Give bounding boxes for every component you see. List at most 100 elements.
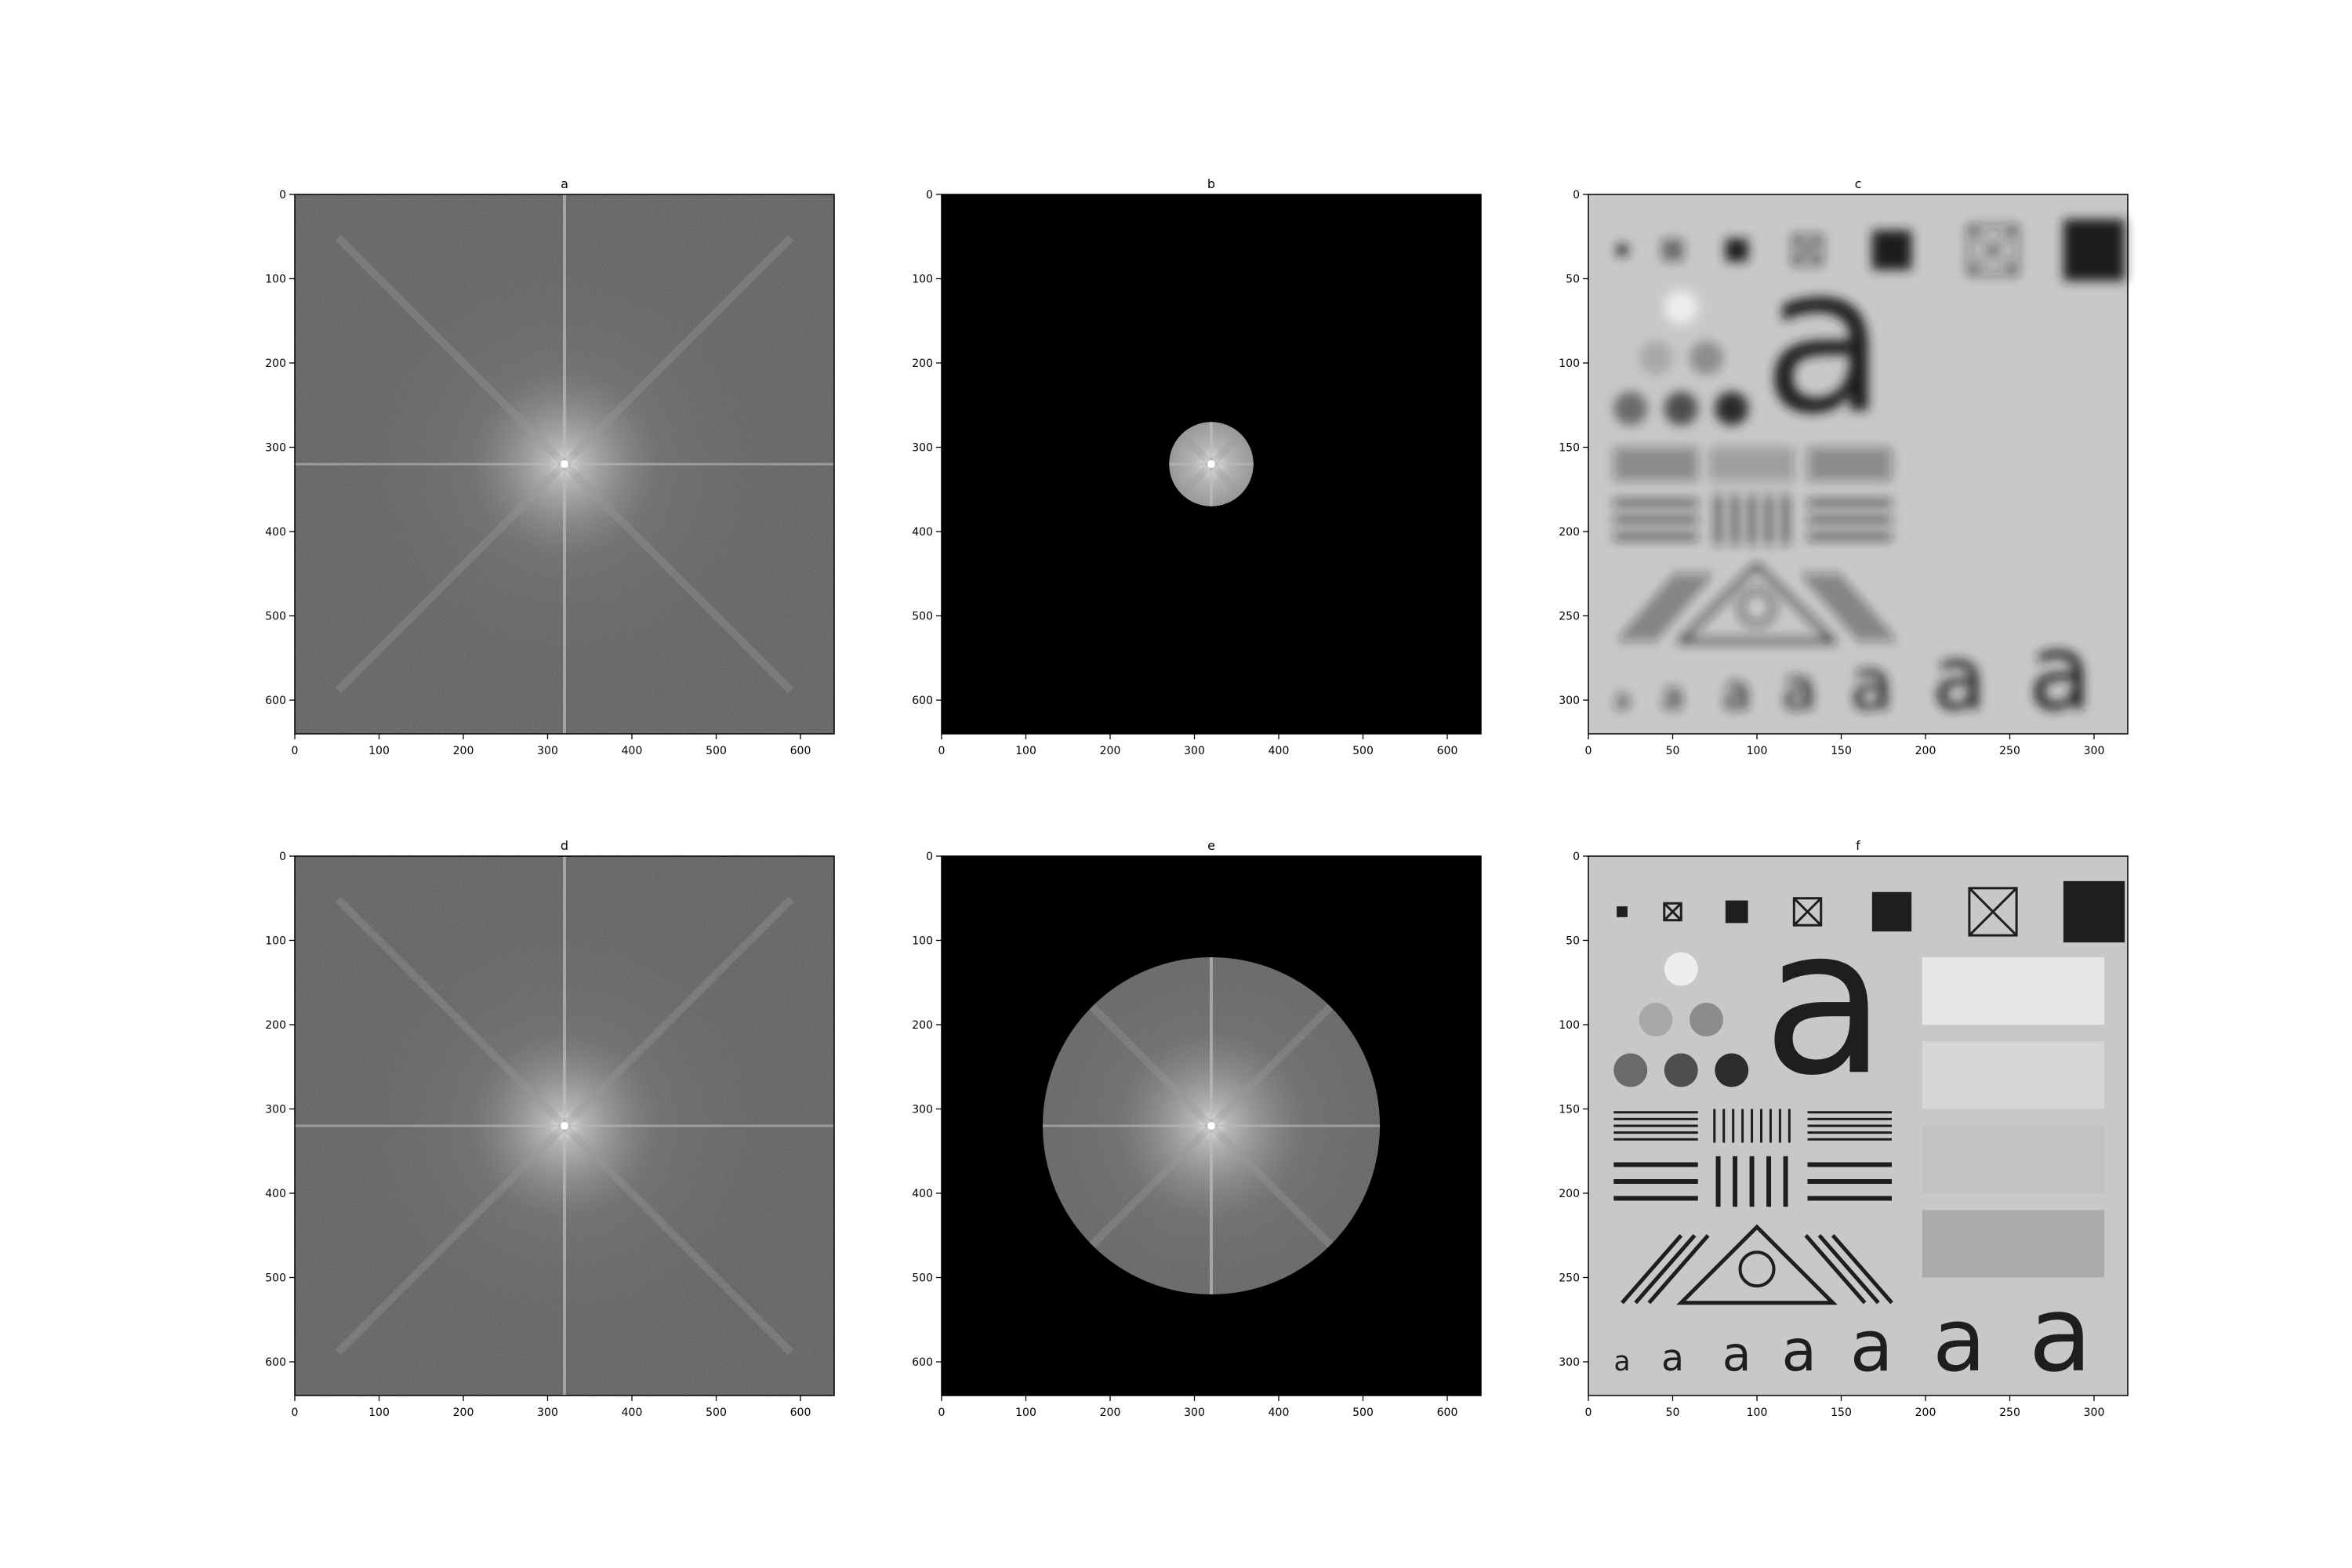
y-tick-label: 400 [912, 526, 933, 539]
x-tick-label: 300 [2084, 1406, 2105, 1419]
small-letter: a [1933, 628, 1987, 730]
small-letter: a [1933, 1290, 1987, 1392]
test-circle [1690, 341, 1723, 375]
x-tick-label: 300 [1184, 1406, 1205, 1419]
y-tick-label: 300 [912, 442, 933, 455]
test-circle [1613, 1054, 1647, 1087]
test-square [2064, 882, 2123, 941]
small-letter: a [1661, 675, 1684, 718]
test-circle [1664, 392, 1698, 426]
y-tick-label: 0 [1573, 189, 1580, 201]
x-tick-label: 100 [368, 745, 390, 757]
panel-title: f [1856, 838, 1860, 853]
y-tick-label: 150 [1559, 1104, 1580, 1116]
test-square [1726, 240, 1747, 260]
noise-rectangle [1922, 1042, 2104, 1109]
x-tick-label: 200 [1915, 1406, 1936, 1419]
small-letter: a [1850, 1305, 1893, 1388]
y-tick-label: 500 [265, 611, 286, 623]
x-tick-label: 200 [1100, 745, 1121, 757]
panel-title: d [561, 838, 568, 853]
x-tick-label: 100 [1747, 1406, 1768, 1419]
y-tick-label: 500 [265, 1272, 286, 1285]
x-tick-label: 0 [292, 1406, 299, 1419]
y-tick-label: 0 [926, 851, 933, 863]
panel-title: c [1855, 176, 1862, 191]
x-tick-label: 500 [706, 745, 727, 757]
y-tick-label: 300 [265, 442, 286, 455]
y-tick-label: 400 [265, 526, 286, 539]
x-tick-label: 500 [1352, 745, 1374, 757]
y-tick-label: 100 [912, 935, 933, 948]
small-letter: a [1613, 1346, 1630, 1377]
x-tick-label: 400 [622, 745, 643, 757]
y-tick-label: 300 [1559, 695, 1580, 707]
x-tick-label: 100 [1015, 745, 1036, 757]
y-tick-label: 0 [1573, 851, 1580, 863]
y-tick-label: 300 [1559, 1356, 1580, 1369]
y-axis: 0 50 100 150 200 250 300 [1559, 851, 1588, 1369]
y-tick-label: 300 [265, 1104, 286, 1116]
x-tick-label: 600 [790, 1406, 811, 1419]
dc-peak [561, 460, 568, 468]
x-tick-label: 300 [537, 1406, 558, 1419]
panel-title: b [1207, 176, 1215, 191]
y-tick-label: 100 [1559, 1019, 1580, 1032]
test-circle [1613, 392, 1647, 426]
x-tick-label: 250 [1999, 745, 2020, 757]
y-tick-label: 200 [265, 358, 286, 370]
panel-c: c aa a a a a a a 0 50 100 150 200 250 300 0501001502… [1559, 176, 2128, 757]
x-tick-label: 100 [1747, 745, 1768, 757]
x-tick-label: 200 [1100, 1406, 1121, 1419]
test-circle [1715, 392, 1748, 426]
y-axis: 0 50 100 150 200 250 300 [1559, 189, 1588, 707]
small-letter: a [1722, 1327, 1751, 1382]
y-tick-label: 600 [912, 1356, 933, 1369]
x-tick-label: 150 [1831, 1406, 1852, 1419]
y-tick-label: 100 [265, 274, 286, 286]
y-tick-label: 600 [265, 1356, 286, 1369]
small-letter: a [2028, 612, 2092, 734]
x-tick-label: 300 [537, 745, 558, 757]
y-tick-label: 200 [265, 1019, 286, 1032]
y-axis: 0 100 200 300 400 500 600 [912, 851, 942, 1369]
x-tick-label: 600 [790, 745, 811, 757]
x-tick-label: 600 [1437, 1406, 1458, 1419]
noise-rectangle [1922, 1126, 2104, 1193]
panel-title: e [1207, 838, 1215, 853]
panel-d: d 0 100 200 300 400 500 600 0 100 200 300 400 500 60… [265, 838, 834, 1419]
x-tick-label: 0 [938, 1406, 946, 1419]
x-tick-label: 100 [368, 1406, 390, 1419]
panel-b: b 0 100 200 300 400 500 600 010020030040050060… [912, 176, 1481, 757]
test-circle [1664, 953, 1698, 986]
x-tick-label: 400 [1269, 745, 1290, 757]
y-tick-label: 400 [265, 1188, 286, 1200]
test-square [1726, 902, 1747, 922]
y-tick-label: 0 [279, 851, 286, 863]
y-tick-label: 250 [1559, 611, 1580, 623]
x-tick-label: 400 [1269, 1406, 1290, 1419]
y-tick-label: 100 [1559, 358, 1580, 370]
x-tick-label: 50 [1666, 1406, 1680, 1419]
y-tick-label: 250 [1559, 1272, 1580, 1285]
panel-e: e 0 100 200 300 400 500 600 010020030040050060… [912, 838, 1481, 1419]
test-circle [1639, 341, 1673, 375]
small-letter: a [1781, 656, 1817, 723]
image-area [942, 194, 1481, 734]
y-tick-label: 150 [1559, 442, 1580, 455]
y-tick-label: 600 [265, 695, 286, 707]
test-circle [1715, 1054, 1748, 1087]
y-tick-label: 200 [1559, 526, 1580, 539]
y-tick-label: 0 [279, 189, 286, 201]
y-tick-label: 200 [912, 1019, 933, 1032]
test-circle [1690, 1003, 1723, 1036]
image-area: aa a a a a a a [1588, 856, 2128, 1396]
small-letter: a [1661, 1337, 1684, 1380]
noise-rectangle [1922, 957, 2104, 1025]
y-tick-label: 200 [1559, 1188, 1580, 1200]
y-tick-label: 50 [1566, 935, 1580, 948]
image-area [942, 856, 1481, 1396]
x-tick-label: 100 [1015, 1406, 1036, 1419]
large-letter: a [1762, 223, 1886, 458]
y-tick-label: 200 [912, 358, 933, 370]
